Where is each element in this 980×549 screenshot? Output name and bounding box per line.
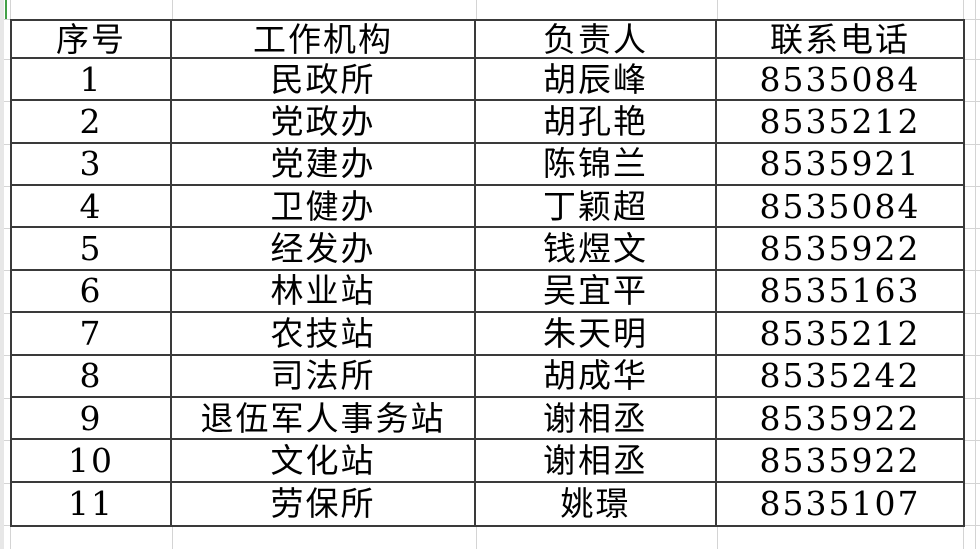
table-cell-r5-c0[interactable]: 5 xyxy=(12,228,172,271)
header-cell-1[interactable]: 工作机构 xyxy=(172,21,476,59)
table-cell-r8-c3[interactable]: 8535242 xyxy=(717,355,963,398)
table-cell-r2-c0[interactable]: 2 xyxy=(12,101,172,144)
table-cell-r10-c1[interactable]: 文化站 xyxy=(172,440,476,483)
table-cell-r2-c1[interactable]: 党政办 xyxy=(172,101,476,144)
table-cell-r11-c2[interactable]: 姚璟 xyxy=(476,482,717,525)
table-cell-r7-c2[interactable]: 朱天明 xyxy=(476,313,717,356)
gridline-vertical xyxy=(975,0,976,549)
table-cell-r5-c2[interactable]: 钱煜文 xyxy=(476,228,717,271)
table-cell-r11-c1[interactable]: 劳保所 xyxy=(172,482,476,525)
table-cell-r9-c3[interactable]: 8535922 xyxy=(717,397,963,441)
table-cell-r3-c2[interactable]: 陈锦兰 xyxy=(476,143,717,187)
table-cell-r6-c3[interactable]: 8535163 xyxy=(717,270,963,314)
table-cell-r6-c0[interactable]: 6 xyxy=(12,270,172,314)
table-cell-r3-c3[interactable]: 8535921 xyxy=(717,143,963,187)
table-cell-r4-c2[interactable]: 丁颖超 xyxy=(476,186,717,229)
left-edge-band xyxy=(0,0,4,549)
table-cell-r5-c1[interactable]: 经发办 xyxy=(172,228,476,271)
table-cell-r8-c2[interactable]: 胡成华 xyxy=(476,355,717,398)
table-cell-r5-c3[interactable]: 8535922 xyxy=(717,228,963,271)
table-cell-r10-c2[interactable]: 谢相丞 xyxy=(476,440,717,483)
table-cell-r1-c0[interactable]: 1 xyxy=(12,59,172,102)
table-cell-r9-c0[interactable]: 9 xyxy=(12,397,172,441)
header-cell-0[interactable]: 序号 xyxy=(12,21,172,59)
table-cell-r8-c0[interactable]: 8 xyxy=(12,355,172,398)
table-cell-r6-c1[interactable]: 林业站 xyxy=(172,270,476,314)
table-cell-r10-c0[interactable]: 10 xyxy=(12,440,172,483)
table-cell-r8-c1[interactable]: 司法所 xyxy=(172,355,476,398)
table-cell-r3-c0[interactable]: 3 xyxy=(12,143,172,187)
table-cell-r2-c3[interactable]: 8535212 xyxy=(717,101,963,144)
table-cell-r1-c2[interactable]: 胡辰峰 xyxy=(476,59,717,102)
table-cell-r2-c2[interactable]: 胡孔艳 xyxy=(476,101,717,144)
table-cell-r1-c1[interactable]: 民政所 xyxy=(172,59,476,102)
table-cell-r4-c1[interactable]: 卫健办 xyxy=(172,186,476,229)
table-cell-r9-c1[interactable]: 退伍军人事务站 xyxy=(172,397,476,441)
table-cell-r1-c3[interactable]: 8535084 xyxy=(717,59,963,102)
table-cell-r9-c2[interactable]: 谢相丞 xyxy=(476,397,717,441)
header-cell-3[interactable]: 联系电话 xyxy=(717,21,963,59)
table-cell-r10-c3[interactable]: 8535922 xyxy=(717,440,963,483)
table-cell-r4-c0[interactable]: 4 xyxy=(12,186,172,229)
cell-selection-border xyxy=(5,0,7,19)
table-cell-r7-c1[interactable]: 农技站 xyxy=(172,313,476,356)
header-cell-2[interactable]: 负责人 xyxy=(476,21,717,59)
table-cell-r7-c3[interactable]: 8535212 xyxy=(717,313,963,356)
table-cell-r6-c2[interactable]: 吴宜平 xyxy=(476,270,717,314)
contact-table: 序号 工作机构 负责人 联系电话 1 民政所 胡辰峰 8535084 2 党政办 胡孔艳 853521… xyxy=(10,19,965,527)
table-cell-r4-c3[interactable]: 8535084 xyxy=(717,186,963,229)
table-cell-r7-c0[interactable]: 7 xyxy=(12,313,172,356)
table-cell-r3-c1[interactable]: 党建办 xyxy=(172,143,476,187)
table-cell-r11-c0[interactable]: 11 xyxy=(12,482,172,525)
table-cell-r11-c3[interactable]: 8535107 xyxy=(717,482,963,525)
